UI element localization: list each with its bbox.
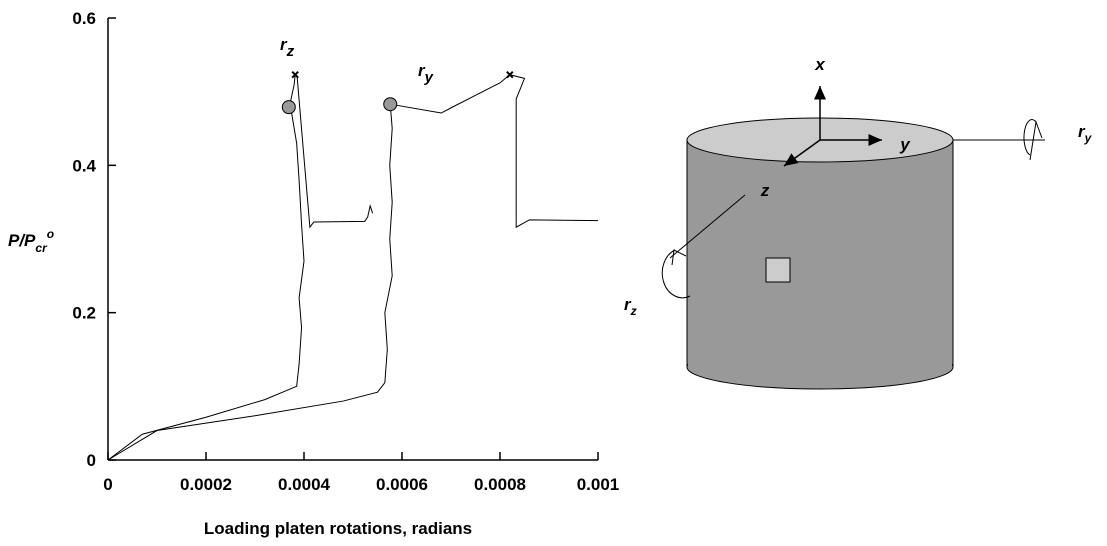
y-title-main: P/P [8, 231, 36, 250]
z-axis-line [669, 194, 746, 259]
marker-x [291, 71, 299, 79]
series-line [107, 74, 599, 461]
marker-x [506, 71, 514, 79]
series-label: rz [280, 35, 295, 60]
rotation-letter: r [1078, 122, 1086, 141]
y-title-sup: o [47, 227, 54, 241]
x-tick-label: 0.001 [577, 475, 620, 494]
marker-circle [383, 97, 398, 112]
rotation-label: ry [1078, 122, 1093, 145]
x-tick-label: 0.0002 [180, 475, 232, 494]
y-tick-label: 0.4 [72, 156, 96, 175]
rz-rotation [661, 249, 691, 299]
series-subscript: y [424, 69, 434, 86]
axis-label: z [760, 181, 770, 200]
series-name: r [280, 35, 288, 54]
x-tick-label: 0 [103, 475, 112, 494]
axis-label: y [899, 135, 911, 154]
chart: 0 0.2 0.4 0.6 0 0.0002 0.0004 0.0006 0.0008 0.001… [8, 9, 619, 538]
rotation-label: rz [624, 295, 637, 318]
rz-rotation-head [671, 249, 687, 266]
series-name: r [418, 61, 426, 80]
diagram: x y z ry rz [624, 55, 1093, 390]
ry-rotation-head [1029, 120, 1043, 161]
series-subscript: z [286, 43, 295, 60]
rotation-subscript: z [630, 304, 637, 318]
rotation-subscript: y [1084, 131, 1093, 145]
x-tick-label: 0.0006 [376, 475, 428, 494]
series-label: ry [418, 61, 434, 86]
x-tick-label: 0.0004 [278, 475, 331, 494]
y-title-sub: cr [35, 241, 48, 255]
series-line [107, 73, 374, 461]
y-axis-title: P/Pcro [8, 227, 54, 255]
y-tick-label: 0.6 [72, 9, 96, 28]
x-tick-label: 0.0008 [474, 475, 526, 494]
cylinder-fill [688, 140, 952, 367]
marker-circle [281, 100, 296, 115]
z-arrow [783, 139, 821, 167]
y-tick-label: 0.2 [72, 304, 96, 323]
x-axis-title: Loading platen rotations, radians [204, 519, 472, 538]
rotation-letter: r [624, 295, 632, 314]
gauge [765, 257, 791, 283]
y-tick-label: 0 [87, 451, 96, 470]
axis-label: x [814, 55, 826, 74]
ry-rotation [1023, 119, 1037, 156]
